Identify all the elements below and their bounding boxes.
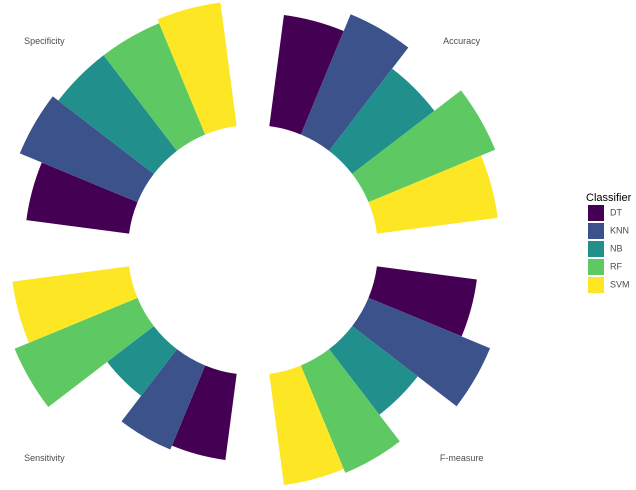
- legend-title: Classifier: [586, 192, 632, 204]
- bar: [19, 96, 154, 203]
- legend-label: KNN: [610, 225, 629, 235]
- bar: [352, 90, 496, 203]
- bar: [329, 326, 418, 415]
- bar: [368, 155, 498, 234]
- bar: [300, 349, 400, 473]
- bar: [121, 349, 206, 450]
- bar: [269, 15, 344, 135]
- category-label: Specificity: [24, 36, 65, 46]
- category-label: Sensitivity: [24, 453, 65, 463]
- bar: [329, 68, 435, 174]
- bar: [300, 14, 409, 151]
- bar: [14, 297, 154, 408]
- legend-label: DT: [610, 207, 622, 217]
- legend-label: SVM: [610, 279, 630, 289]
- bar: [26, 162, 138, 234]
- bar: [103, 23, 206, 151]
- bar: [368, 266, 477, 337]
- legend-label: RF: [610, 261, 622, 271]
- legend-key: [588, 259, 604, 275]
- category-label: Accuracy: [443, 36, 481, 46]
- bar: [171, 365, 237, 460]
- bar: [157, 2, 237, 135]
- bar: [58, 55, 177, 174]
- category-label: F-measure: [440, 453, 484, 463]
- bar: [269, 365, 344, 485]
- legend-label: NB: [610, 243, 623, 253]
- legend-key: [588, 205, 604, 221]
- legend-key: [588, 241, 604, 257]
- bar: [12, 266, 138, 343]
- legend-key: [588, 223, 604, 239]
- bar: [352, 297, 491, 407]
- bar: [107, 326, 177, 396]
- legend-key: [588, 277, 604, 293]
